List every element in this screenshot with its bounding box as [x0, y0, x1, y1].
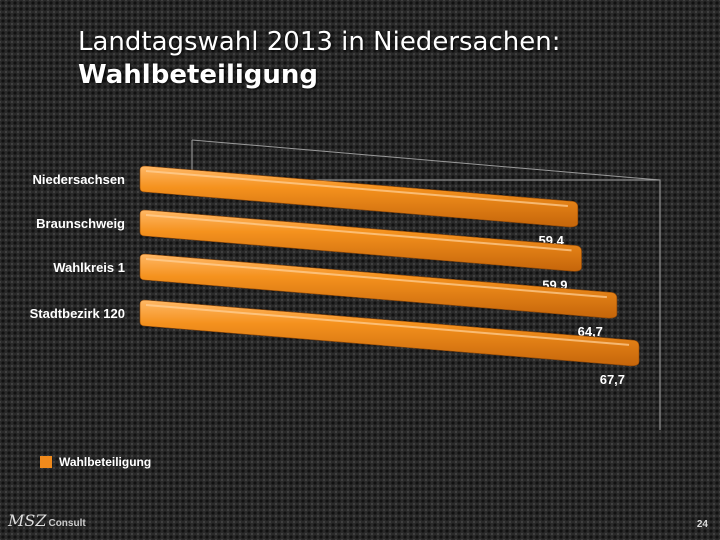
bar	[139, 299, 640, 367]
title-line-1: Landtagswahl 2013 in Niedersachen:	[78, 27, 561, 57]
bar-highlight	[145, 258, 608, 299]
legend-label: Wahlbeteiligung	[59, 455, 152, 469]
chart-legend: Wahlbeteiligung	[40, 455, 151, 469]
page-number: 24	[696, 519, 708, 530]
bar	[139, 165, 579, 228]
category-label: Niedersachsen	[33, 172, 126, 187]
value-label: 64,7	[578, 324, 603, 339]
chart-back-wall-top	[191, 139, 661, 181]
company-logo: MSZ Consult	[8, 511, 86, 530]
logo-sub-text: Consult	[48, 518, 86, 529]
bar-highlight	[145, 170, 568, 208]
chart-bars: Niedersachsen59,4Braunschweig59,9Wahlkre…	[30, 165, 640, 387]
bar	[139, 253, 618, 319]
logo-main-text: MSZ	[8, 511, 47, 530]
legend-swatch	[40, 456, 52, 468]
chart-back-wall	[191, 140, 661, 430]
bar-highlight	[145, 304, 630, 346]
slide-title: Landtagswahl 2013 in Niedersachen: Wahlb…	[78, 26, 561, 92]
category-label: Braunschweig	[36, 216, 125, 231]
category-label: Wahlkreis 1	[53, 260, 125, 275]
bar	[139, 209, 582, 272]
title-line-2: Wahlbeteiligung	[78, 60, 319, 90]
value-label: 67,7	[600, 372, 625, 387]
category-label: Stadtbezirk 120	[30, 306, 125, 321]
bar-highlight	[145, 214, 572, 252]
